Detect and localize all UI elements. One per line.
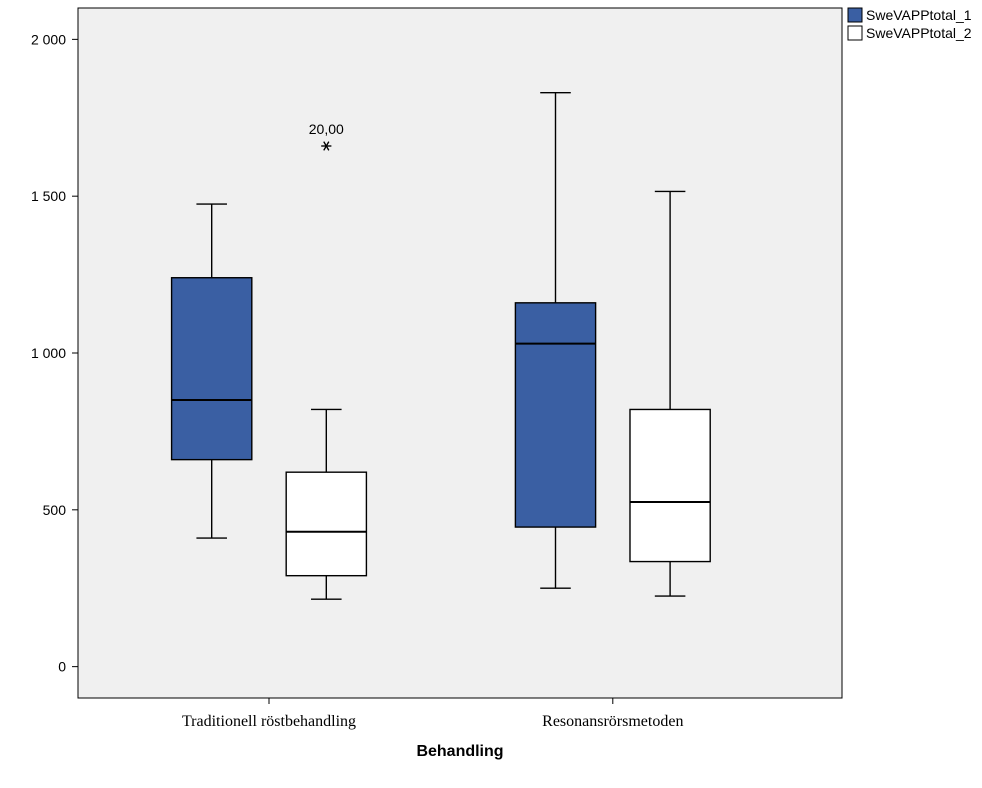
box [172, 278, 252, 460]
y-tick-label: 1 500 [31, 188, 66, 204]
legend-swatch [848, 8, 862, 22]
y-tick-label: 500 [43, 502, 67, 518]
x-category-label: Resonansrörsmetoden [542, 713, 683, 730]
boxplot-chart: 0 500 1 000 1 500 2 000 Traditionell röstbeha… [0, 0, 982, 788]
legend-swatch [848, 26, 862, 40]
y-tick-label: 2 000 [31, 31, 66, 47]
chart-svg: 0 500 1 000 1 500 2 000 Traditionell röstbeha… [0, 0, 982, 788]
box [515, 303, 595, 527]
y-tick-label: 1 000 [31, 345, 66, 361]
x-axis-title: Behandling [416, 743, 503, 760]
outlier-label: 20,00 [309, 121, 344, 137]
box [286, 472, 366, 576]
legend-label: SweVAPPtotal_2 [866, 25, 972, 41]
box [630, 409, 710, 561]
legend-label: SweVAPPtotal_1 [866, 7, 972, 23]
y-tick-label: 0 [58, 659, 66, 675]
x-category-label: Traditionell röstbehandling [182, 713, 356, 730]
